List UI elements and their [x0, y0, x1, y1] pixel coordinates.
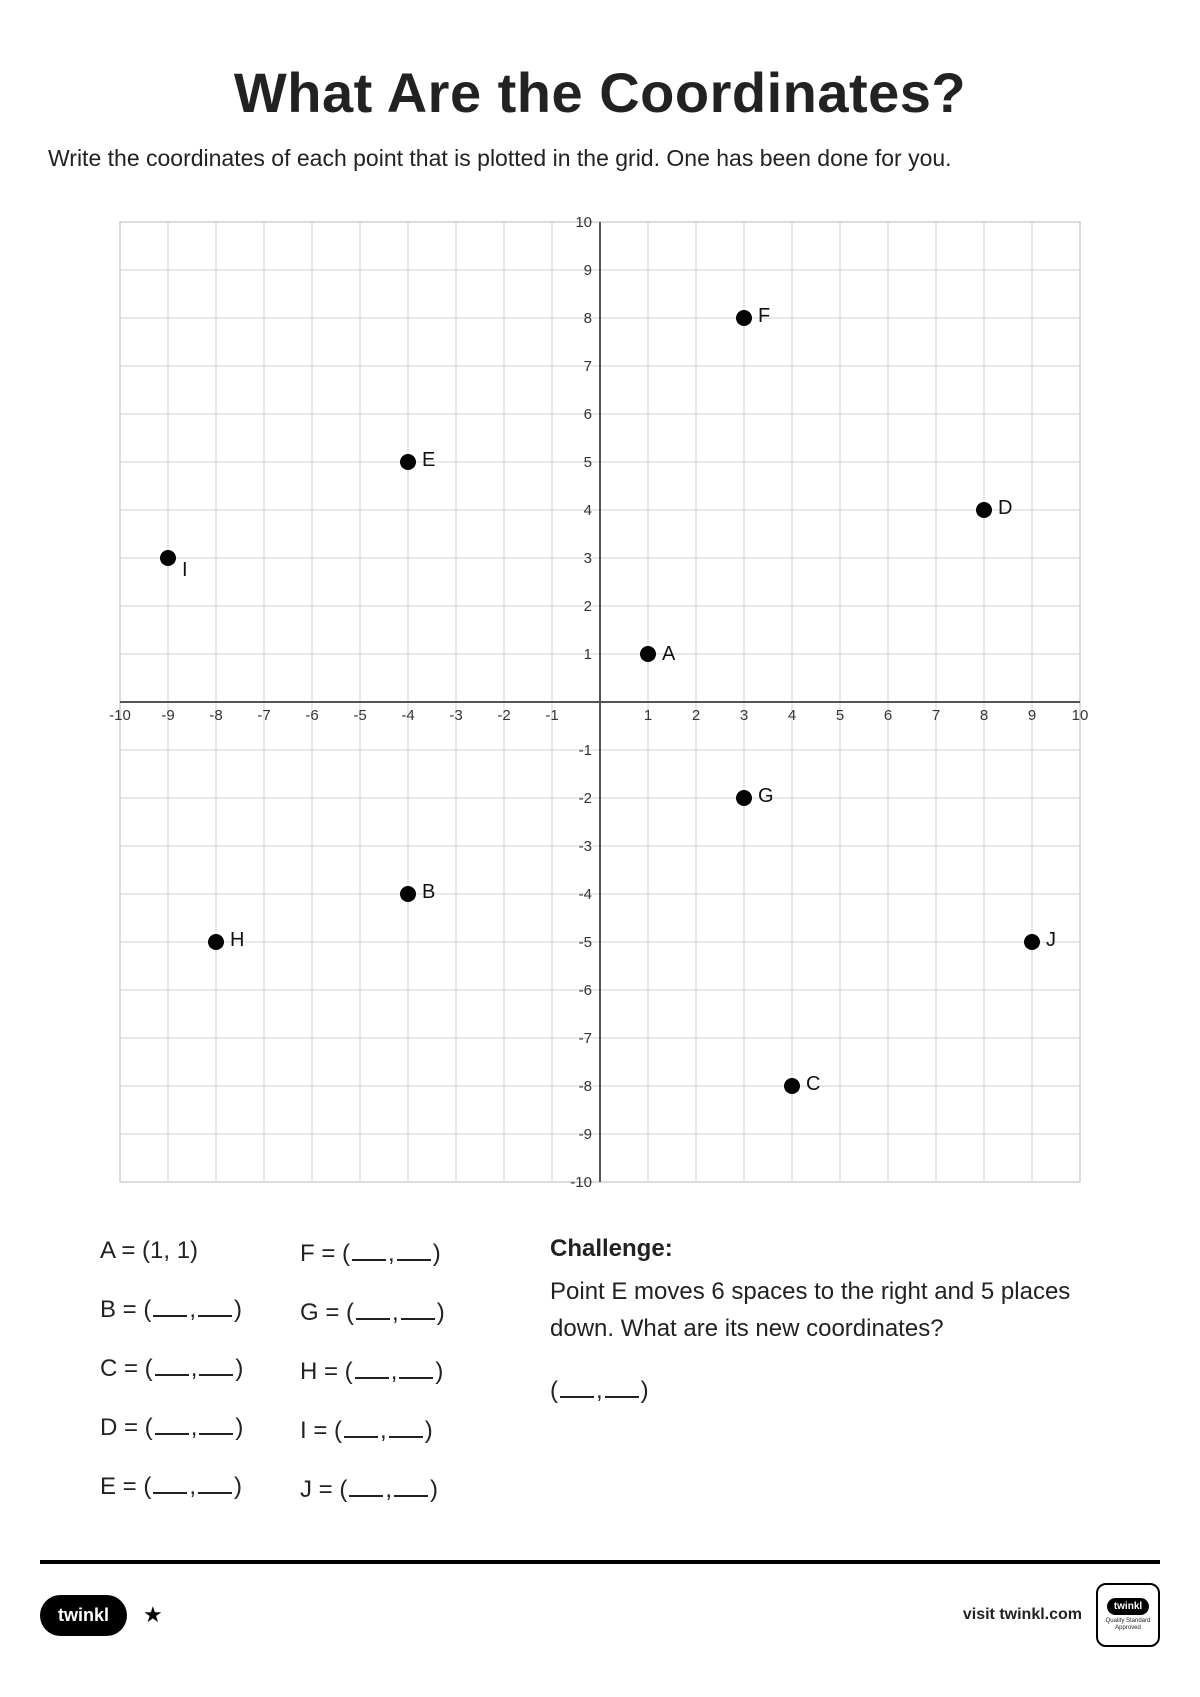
svg-text:-4: -4 [579, 886, 592, 903]
svg-text:1: 1 [644, 707, 652, 724]
svg-text:6: 6 [584, 406, 592, 423]
svg-text:5: 5 [584, 454, 592, 471]
point-label-a: A [662, 643, 676, 665]
quality-badge: twinkl Quality Standard Approved [1096, 1583, 1160, 1647]
coordinate-grid-chart: -10 -9 -8 -7 -6 -5 -4 -3 -2 -1 1 2 3 4 5 6 7 8 9 10 -10 -9 -8 -… [100, 202, 1100, 1207]
svg-text:-6: -6 [579, 982, 592, 999]
answer-row-e: E = (,) [100, 1470, 300, 1501]
visit-link-text: visit twinkl.com [963, 1606, 1082, 1624]
footer-left: twinkl ★ [40, 1595, 163, 1636]
point-label-i: I [182, 559, 188, 581]
svg-text:-7: -7 [257, 707, 270, 724]
svg-text:-10: -10 [109, 707, 131, 724]
svg-text:-9: -9 [161, 707, 174, 724]
answer-row-f: F = (,) [300, 1237, 500, 1268]
svg-text:10: 10 [1072, 707, 1089, 724]
answer-row-b: B = (,) [100, 1293, 300, 1324]
svg-text:3: 3 [584, 550, 592, 567]
svg-text:-6: -6 [305, 707, 318, 724]
svg-text:1: 1 [584, 646, 592, 663]
footer-divider [40, 1560, 1160, 1564]
svg-text:4: 4 [788, 707, 796, 724]
badge-brand: twinkl [1107, 1598, 1149, 1615]
point-label-j: J [1046, 929, 1056, 951]
answers-column-2: F = (,) G = (,) H = (,) I = (,) J = (,) [300, 1237, 500, 1504]
instructions-text: Write the coordinates of each point that… [0, 125, 1200, 172]
point-j [1024, 934, 1040, 950]
svg-text:2: 2 [584, 598, 592, 615]
point-f [736, 310, 752, 326]
answer-row-d: D = (,) [100, 1411, 300, 1442]
svg-text:-5: -5 [353, 707, 366, 724]
challenge-answer-blank: (,) [550, 1372, 1110, 1409]
answer-row-g: G = (,) [300, 1296, 500, 1327]
svg-text:-8: -8 [579, 1078, 592, 1095]
challenge-title: Challenge: [550, 1230, 1110, 1267]
answer-row-h: H = (,) [300, 1355, 500, 1386]
point-a [640, 646, 656, 662]
svg-text:-10: -10 [570, 1174, 592, 1191]
page-footer: twinkl ★ visit twinkl.com twinkl Quality… [40, 1575, 1160, 1655]
svg-text:8: 8 [584, 310, 592, 327]
svg-text:7: 7 [584, 358, 592, 375]
point-c [784, 1078, 800, 1094]
point-label-b: B [422, 881, 435, 903]
point-label-e: E [422, 449, 435, 471]
point-d [976, 502, 992, 518]
svg-text:8: 8 [980, 707, 988, 724]
point-b [400, 886, 416, 902]
svg-text:10: 10 [575, 214, 592, 231]
svg-text:3: 3 [740, 707, 748, 724]
svg-text:2: 2 [692, 707, 700, 724]
svg-text:7: 7 [932, 707, 940, 724]
svg-text:-3: -3 [449, 707, 462, 724]
challenge-text: Point E moves 6 spaces to the right and … [550, 1273, 1110, 1347]
badge-caption: Quality Standard Approved [1098, 1618, 1158, 1631]
point-g [736, 790, 752, 806]
svg-text:-3: -3 [579, 838, 592, 855]
svg-text:9: 9 [584, 262, 592, 279]
svg-text:-9: -9 [579, 1126, 592, 1143]
page-title: What Are the Coordinates? [0, 0, 1200, 125]
svg-text:-5: -5 [579, 934, 592, 951]
point-label-d: D [998, 497, 1012, 519]
svg-text:-2: -2 [497, 707, 510, 724]
svg-text:-2: -2 [579, 790, 592, 807]
point-label-c: C [806, 1073, 820, 1095]
svg-text:-4: -4 [401, 707, 414, 724]
answer-row-i: I = (,) [300, 1414, 500, 1445]
answers-column-1: A = (1, 1) B = (,) C = (,) D = (,) E = (,) [100, 1237, 300, 1504]
point-e [400, 454, 416, 470]
star-icon: ★ [143, 1602, 163, 1628]
svg-text:6: 6 [884, 707, 892, 724]
answer-row-c: C = (,) [100, 1352, 300, 1383]
point-label-f: F [758, 305, 770, 327]
answer-row-a: A = (1, 1) [100, 1237, 300, 1265]
svg-text:4: 4 [584, 502, 592, 519]
point-h [208, 934, 224, 950]
svg-text:-8: -8 [209, 707, 222, 724]
svg-text:-1: -1 [545, 707, 558, 724]
brand-logo: twinkl [40, 1595, 127, 1636]
svg-text:9: 9 [1028, 707, 1036, 724]
challenge-section: Challenge: Point E moves 6 spaces to the… [550, 1230, 1110, 1409]
svg-text:5: 5 [836, 707, 844, 724]
answer-row-j: J = (,) [300, 1473, 500, 1504]
footer-right: visit twinkl.com twinkl Quality Standard… [963, 1583, 1160, 1647]
point-label-h: H [230, 929, 244, 951]
svg-text:-7: -7 [579, 1030, 592, 1047]
point-i [160, 550, 176, 566]
worksheet-page: What Are the Coordinates? Write the coor… [0, 0, 1200, 1697]
point-label-g: G [758, 785, 774, 807]
svg-text:-1: -1 [579, 742, 592, 759]
